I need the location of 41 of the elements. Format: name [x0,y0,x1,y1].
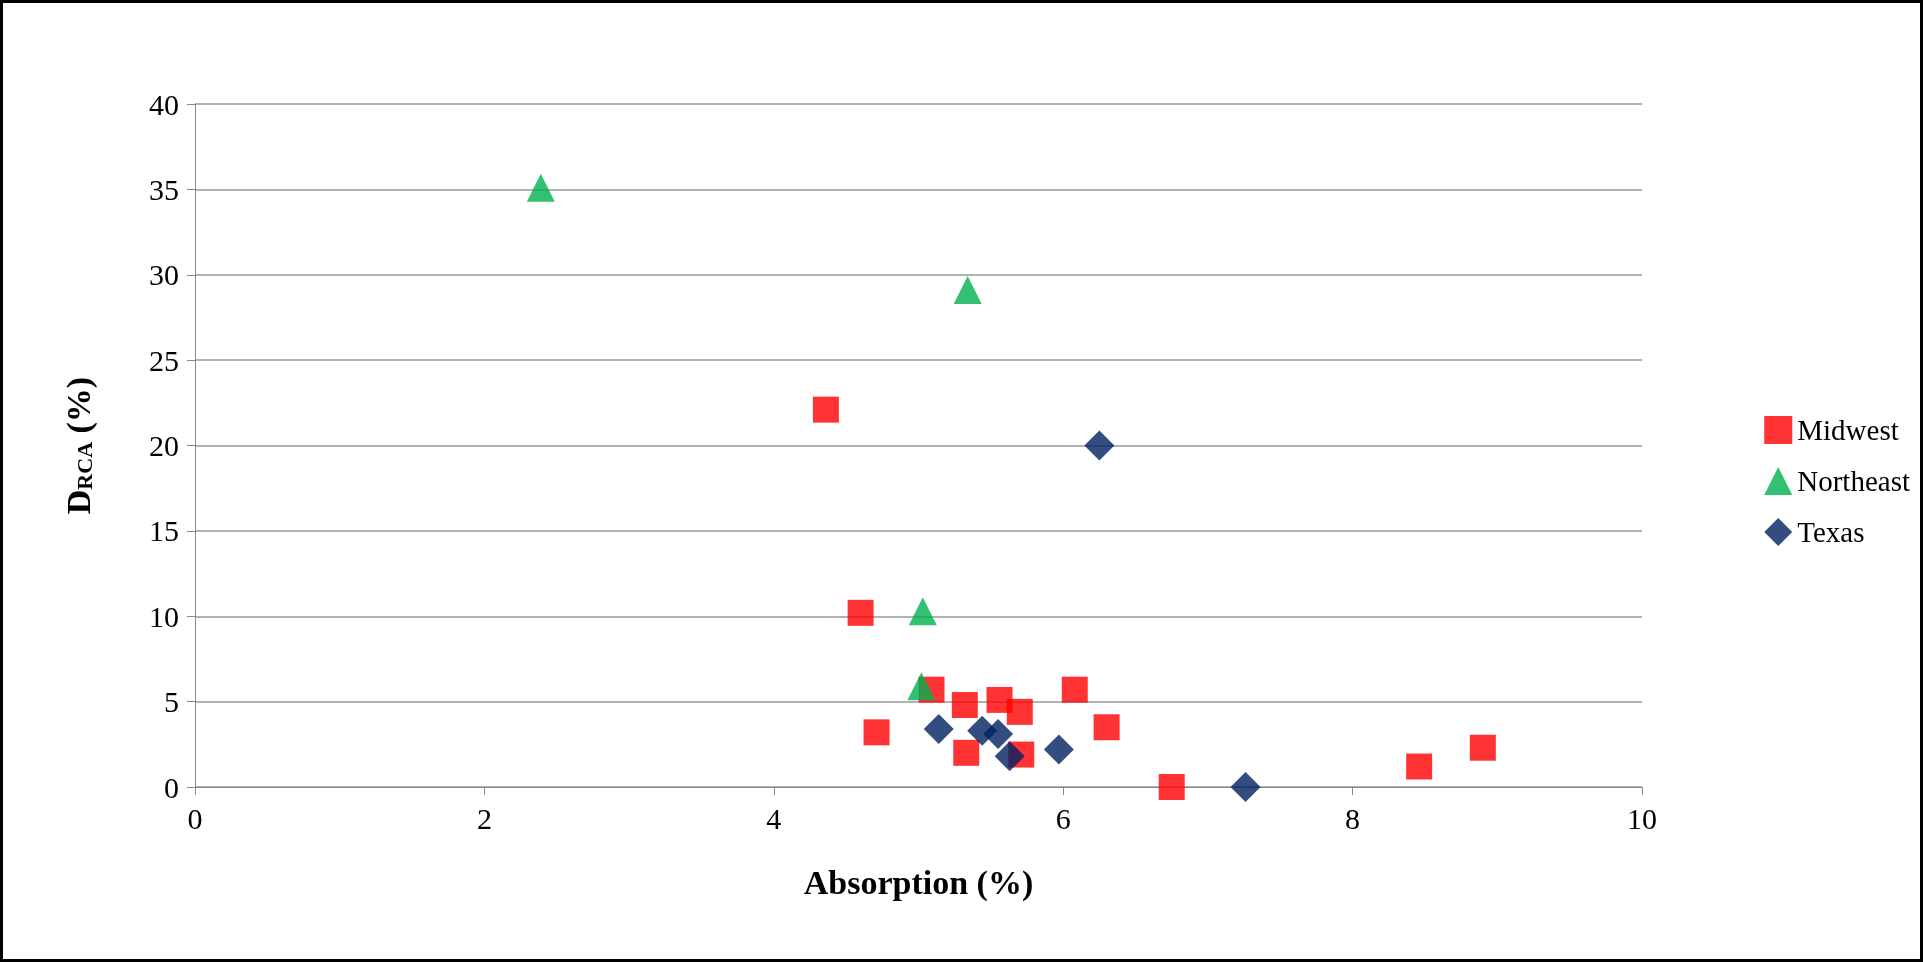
x-tick-label: 4 [766,801,782,835]
point [1061,676,1088,703]
legend-label: Midwest [1797,414,1899,446]
x-tick-label: 6 [1055,801,1071,835]
y-tick-label: 30 [149,258,179,292]
point [1093,714,1120,741]
point [1230,772,1261,802]
x-tick-label: 10 [1627,801,1657,835]
point [526,173,555,202]
x-tick-label: 2 [476,801,492,835]
y-tick-label: 35 [149,172,179,206]
y-tick-label: 0 [164,770,179,804]
y-tick-label: 25 [149,343,179,377]
y-tick-label: 10 [149,599,179,633]
point [863,719,890,746]
point [923,713,954,744]
point [1406,753,1433,780]
x-axis-title: Absorption (%) [803,863,1034,902]
point [1158,774,1185,800]
point [1006,698,1033,725]
x-tick-label: 8 [1345,801,1361,835]
point [953,739,980,766]
y-axis-title: DRCA (%) [59,376,98,515]
point [1043,734,1074,765]
legend-label: Texas [1797,516,1865,548]
y-tick-label: 20 [149,429,179,462]
point [847,599,874,626]
point [812,396,839,423]
point [953,276,982,305]
y-tick-label: 15 [149,514,179,548]
point [908,597,937,626]
point [1469,734,1496,761]
point [951,692,978,719]
point [907,672,936,701]
point [994,741,1025,772]
x-tick-label: 0 [187,801,203,835]
y-tick-label: 5 [164,685,179,719]
point [1084,430,1115,461]
y-tick-label: 40 [149,87,179,121]
legend-label: Northeast [1797,465,1911,497]
point [983,719,1014,750]
